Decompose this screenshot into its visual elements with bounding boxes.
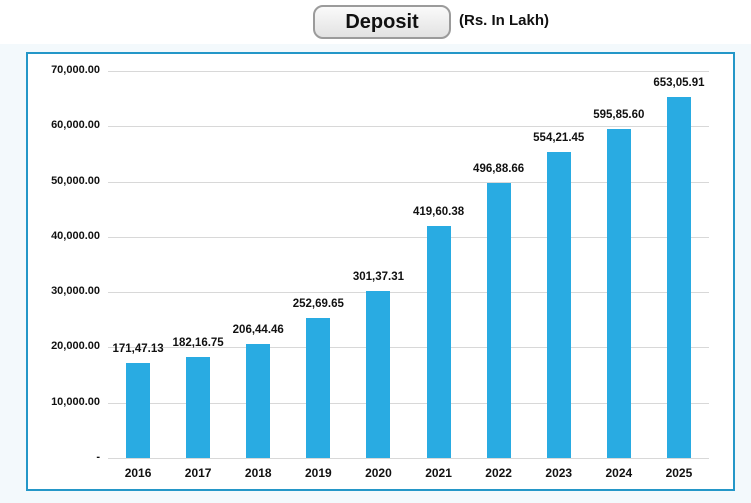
bar-value-label-2018: 206,44.46 <box>232 323 284 336</box>
gridline-60000 <box>108 126 709 128</box>
y-axis-tick-label: - <box>96 451 100 463</box>
gridline-70000 <box>108 71 709 72</box>
x-axis-tick-label-2020: 2020 <box>365 466 392 480</box>
bar-value-label-2025: 653,05.91 <box>653 76 705 89</box>
bar-value-label-2017: 182,16.75 <box>172 337 224 350</box>
bar-2017 <box>186 357 211 458</box>
x-axis-tick-label-2019: 2019 <box>304 466 332 480</box>
chart-unit-label: (Rs. In Lakh) <box>459 12 550 29</box>
bar-value-label-2022: 496,88.66 <box>473 163 525 176</box>
y-axis-tick-label: 30,000.00 <box>51 285 100 298</box>
bar-2020 <box>366 291 391 458</box>
gridline-10000 <box>108 402 709 404</box>
y-axis-tick-label: 50,000.00 <box>51 174 100 187</box>
bar-2019 <box>306 318 331 458</box>
y-axis-tick-label: 60,000.00 <box>51 119 100 132</box>
x-axis-tick-label-2017: 2017 <box>184 466 212 480</box>
gridline-30000 <box>108 292 709 294</box>
x-axis-tick-label-2023: 2023 <box>545 466 573 480</box>
bar-2021 <box>426 226 451 458</box>
chart-title-badge: Deposit <box>313 5 451 39</box>
bar-value-label-2024: 595,85.60 <box>593 108 645 121</box>
x-axis-tick-label-2016: 2016 <box>124 466 152 480</box>
x-axis-tick-label-2021: 2021 <box>425 466 452 480</box>
bar-2018 <box>246 343 271 458</box>
bar-value-label-2019: 252,69.65 <box>292 298 344 311</box>
gridline-0 <box>108 458 709 459</box>
x-axis-tick-label-2022: 2022 <box>485 466 512 480</box>
bar-value-label-2020: 301,37.31 <box>352 271 405 284</box>
bar-value-label-2023: 554,21.45 <box>533 131 585 144</box>
bar-2022 <box>486 183 511 458</box>
bar-2025 <box>666 96 691 458</box>
bar-2016 <box>126 363 151 458</box>
bar-value-label-2021: 419,60.38 <box>412 206 465 219</box>
chart-title: Deposit <box>345 10 419 33</box>
bar-2023 <box>546 151 571 458</box>
gridline-50000 <box>108 181 709 183</box>
y-axis-tick-label: 10,000.00 <box>51 395 100 408</box>
x-axis-tick-label-2024: 2024 <box>605 466 633 480</box>
x-axis-tick-label-2025: 2025 <box>665 466 693 480</box>
y-axis-tick-label: 20,000.00 <box>51 340 100 353</box>
bar-value-label-2016: 171,47.13 <box>112 343 164 356</box>
y-axis-tick-label: 40,000.00 <box>51 229 100 242</box>
gridline-20000 <box>108 347 709 349</box>
gridline-40000 <box>108 236 709 238</box>
x-axis-tick-label-2018: 2018 <box>244 466 272 480</box>
y-axis-tick-label: 70,000.00 <box>51 64 100 76</box>
chart-panel: 70,000.00 60,000.00 50,000.00 40,000.00 30,0… <box>26 52 735 491</box>
bar-2024 <box>606 128 631 458</box>
